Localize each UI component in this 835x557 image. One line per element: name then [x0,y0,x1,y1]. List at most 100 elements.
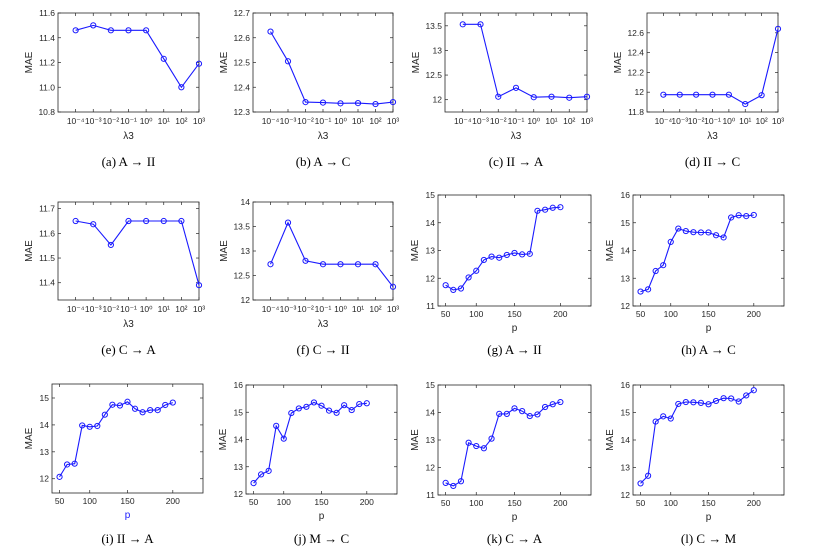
x-tick-label: 10⁰ [140,304,153,314]
data-point [302,257,309,264]
x-tick-label: 10⁻¹ [704,116,721,126]
y-axis-label: MAE [410,239,421,261]
data-point [348,406,355,414]
data-point [496,254,503,261]
data-point [675,400,682,408]
x-tick-label: 10⁻² [297,304,314,314]
data-point [90,22,97,29]
data-point [774,25,782,32]
x-tick-label: 10⁻³ [85,116,102,126]
data-point [139,409,146,416]
series-line [445,401,561,487]
data-point [250,480,257,487]
data-point [162,401,169,409]
data-point [72,217,79,225]
y-tick-label: 12 [234,489,244,499]
y-tick-label: 12.5 [233,271,250,281]
x-tick-label: 10² [369,116,381,126]
data-point [72,27,79,34]
data-point [457,478,465,485]
data-point [160,217,167,225]
data-point [107,241,114,249]
y-tick-label: 12.7 [233,8,250,18]
data-point [495,93,502,100]
data-point [645,472,652,479]
data-point [667,415,674,422]
data-point [549,204,556,211]
y-axis-label: MAE [605,239,616,261]
data-point [354,261,362,268]
y-tick-label: 12.6 [627,28,644,38]
x-tick-label: 150 [701,309,715,319]
subplot-caption: (l) C → M [681,531,737,546]
x-tick-label: 10¹ [158,304,170,314]
x-tick-label: 10⁻¹ [315,304,332,314]
data-point [511,249,518,257]
data-point [750,211,757,219]
x-axis-label: p [512,512,518,523]
series-line [253,401,367,484]
data-point [548,93,555,100]
data-point [258,471,265,478]
subplot-caption: (h) A → C [681,342,736,357]
subplot-caption: (k) C → A [487,531,543,546]
plot-area [252,201,394,301]
x-tick-label: 10⁻⁴ [262,116,280,126]
data-point [511,405,518,412]
y-tick-label: 15 [40,393,50,403]
y-tick-label: 11 [426,490,435,500]
data-point [273,422,280,429]
y-axis-label: MAE [410,429,421,451]
data-point [356,400,363,408]
x-tick-label: 10³ [193,304,205,314]
data-point [459,21,466,28]
y-tick-label: 11.6 [39,228,55,238]
data-point [465,274,472,281]
y-tick-label: 15 [426,190,436,200]
subplot-c: 12 12.5 13 13.5 10⁻⁴ 10⁻³ 10⁻² 10⁻¹ 10⁰ 10¹ 10² 10³… [411,12,593,169]
data-point [496,410,503,417]
x-tick-label: 50 [55,496,65,506]
data-point [442,479,449,486]
x-tick-label: 10⁻² [297,116,314,126]
data-point [503,251,510,259]
data-point [675,225,682,232]
data-point [709,91,716,98]
series-line [640,389,755,484]
data-point [473,442,480,450]
y-tick-label: 12 [621,490,631,500]
data-point [267,28,274,35]
y-axis-label: MAE [219,51,230,73]
subplot-k: 11 12 13 14 15 50 100 150 200 p MAE (k) C → A [410,380,592,546]
data-point [280,435,287,442]
y-tick-label: 12.2 [627,67,644,77]
data-point [195,282,203,289]
data-point [303,403,310,410]
data-point [660,91,667,98]
y-tick-label: 12 [241,295,251,305]
subplot-e: 11.4 11.5 11.6 11.7 10⁻⁴ 10⁻³ 10⁻² 10⁻¹ 10⁰ 10¹ 10… [24,201,205,357]
plot-area [57,201,200,301]
data-point [534,207,541,214]
y-axis-label: MAE [613,51,624,73]
data-point [583,93,591,100]
data-point [720,234,727,241]
x-tick-label: 200 [553,309,567,319]
y-tick-label: 15 [621,408,631,418]
x-tick-label: 50 [636,498,646,508]
subplot-caption: (g) A → II [487,342,542,357]
data-point [284,219,292,226]
data-point [147,407,154,414]
data-point [637,480,644,487]
y-axis-label: MAE [219,240,230,262]
plot-area [57,12,200,113]
subplot-caption: (a) A → II [102,154,156,169]
y-tick-label: 14 [426,218,436,228]
data-point [549,401,556,408]
x-tick-label: 10² [175,116,187,126]
data-point [354,99,362,107]
x-tick-label: 200 [166,496,180,506]
data-point [154,407,161,414]
y-tick-label: 13 [426,246,436,256]
